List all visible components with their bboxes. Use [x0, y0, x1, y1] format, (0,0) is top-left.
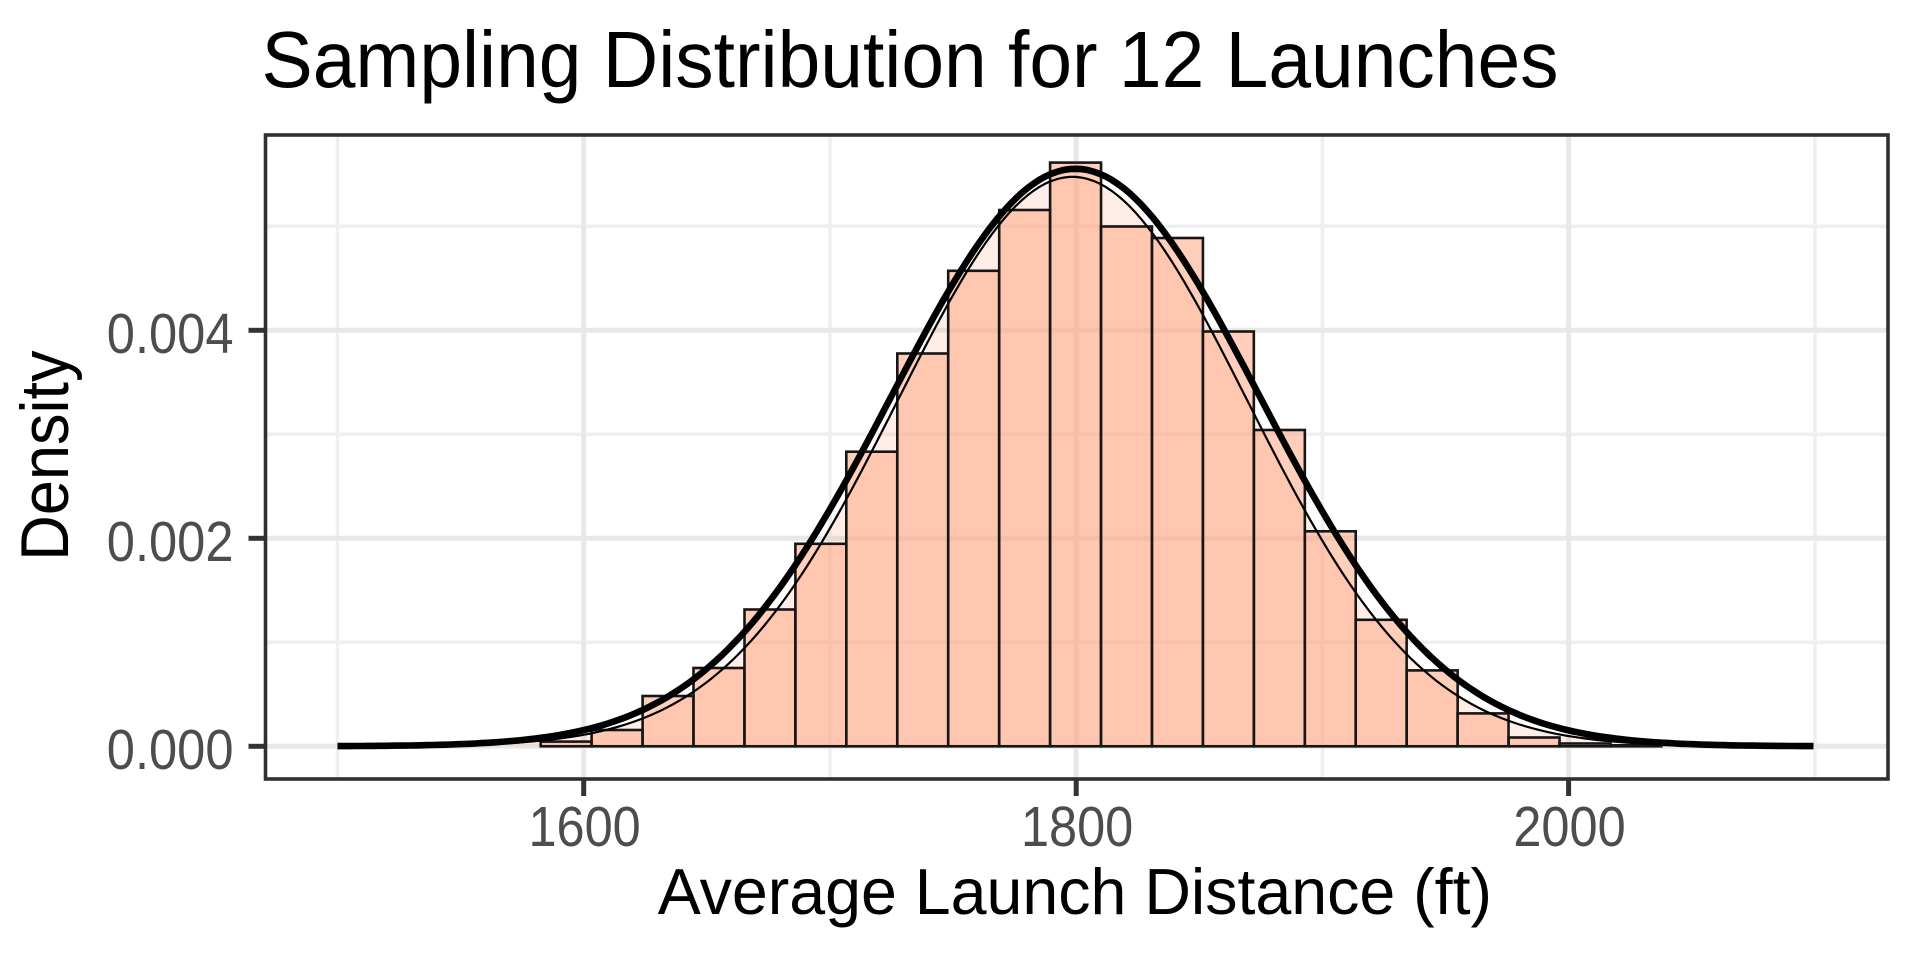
- svg-text:0.004: 0.004: [107, 302, 234, 366]
- svg-text:2000: 2000: [1513, 795, 1625, 859]
- svg-text:1800: 1800: [1021, 795, 1133, 859]
- svg-text:0.000: 0.000: [107, 718, 234, 782]
- svg-text:Sampling Distribution for 12 L: Sampling Distribution for 12 Launches: [262, 15, 1559, 104]
- svg-text:Average Launch Distance (ft): Average Launch Distance (ft): [658, 856, 1492, 928]
- svg-text:0.002: 0.002: [107, 510, 234, 574]
- svg-text:1600: 1600: [528, 795, 640, 859]
- svg-text:Density: Density: [8, 350, 83, 560]
